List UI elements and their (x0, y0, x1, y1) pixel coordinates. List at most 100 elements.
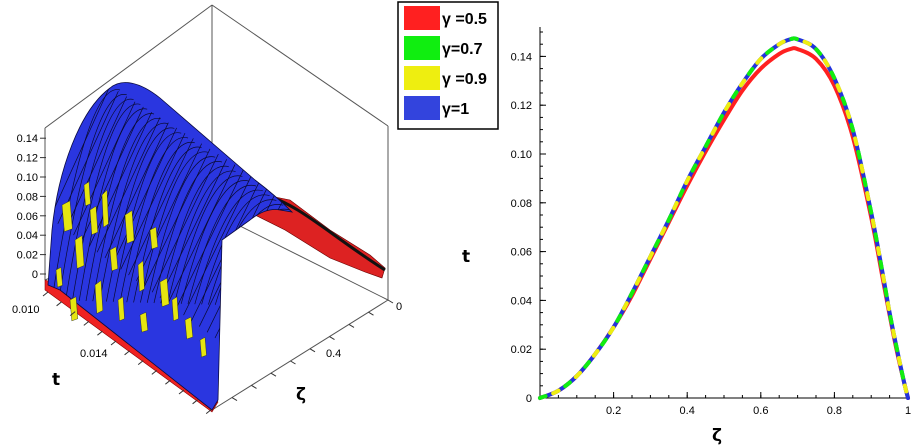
surface-mesh-line-cross-6 (96, 117, 161, 253)
surface-mesh-line-long-16 (160, 165, 229, 304)
surface-mesh-line-cross-5 (88, 112, 152, 247)
surface-mesh-line-cross-0 (49, 85, 111, 219)
surface-t-tick-1: 0.014 (80, 348, 108, 360)
surface-t-tick-0: 0.010 (12, 304, 40, 316)
line-chart: 0 0.02 0.04 0.06 0.08 0.10 0.12 0.14 0.2 0.4 0.6 0.… (462, 27, 911, 445)
surface-plot: 0 0.02 0.04 0.06 0.08 0.10 0.12 0.14 0.010 0.01… (12, 4, 402, 414)
surface-vtick-5: 0.10 (17, 172, 38, 184)
surface-t-minor-tick-1 (56, 301, 62, 307)
surface-zeta-axis-title: ζ (296, 385, 306, 405)
line-ytick-1: 0.02 (511, 344, 532, 356)
line-series-3 (538, 36, 910, 400)
line-xtick-4: 1 (905, 405, 911, 417)
line-ytick-3: 0.06 (511, 247, 532, 259)
surface-zeta-minor-tick-3 (329, 336, 335, 341)
line-xtick-1: 0.4 (680, 405, 695, 417)
legend-swatch-0 (404, 6, 440, 30)
surface-mesh-line-long-6 (92, 118, 161, 302)
surface-mesh-line-cross-16 (175, 169, 244, 310)
surface-t-minor-tick-6 (124, 350, 130, 356)
line-series-1 (538, 36, 910, 400)
surface-mesh-line-long-22 (201, 194, 270, 305)
surface-t-minor-tick-4 (97, 330, 103, 336)
surface-mesh-line-long-17 (167, 170, 236, 304)
surface-vtick-0: 0 (32, 269, 38, 281)
surface-yellow-patch-6 (137, 260, 145, 292)
surface-zeta-tick-1: 0.4 (326, 348, 341, 360)
line-ytick-5: 0.10 (511, 149, 532, 161)
line-xtick-0: 0.2 (606, 405, 621, 417)
legend: γ =0.5 γ=0.7 γ =0.9 γ=1 (397, 1, 499, 130)
surface-zeta-minor-tick-7 (251, 384, 257, 389)
surface-vtick-2: 0.04 (17, 230, 38, 242)
surface-mesh-line-long-7 (99, 122, 168, 302)
surface-t-minor-tick-12 (205, 409, 212, 414)
surface-yellow-patch-3 (101, 189, 109, 228)
surface-mesh-line-long-19 (180, 180, 250, 304)
surface-zeta-minor-tick-2 (348, 323, 355, 328)
surface-t-axis-title: t (52, 370, 60, 390)
surface-mesh-line-cross-8 (112, 127, 177, 264)
surface-blue-body (47, 82, 294, 411)
legend-swatch-1 (404, 36, 440, 60)
surface-mesh-line-long-9 (112, 132, 182, 302)
surface-yellow-patch-4 (109, 246, 119, 272)
surface-mesh-line-long-11 (126, 141, 195, 303)
legend-swatch-3 (404, 96, 440, 120)
surface-mesh-line-cross-13 (151, 153, 219, 293)
surface-vertical-axis: 0 0.02 0.04 0.06 0.08 0.10 0.12 0.14 (17, 133, 46, 281)
surface-yellow-patch-2 (89, 205, 99, 235)
surface-vtick-7: 0.14 (17, 133, 38, 145)
line-ytick-6: 0.12 (511, 100, 532, 112)
surface-mesh-line-cross-7 (104, 122, 169, 259)
line-series-0 (538, 46, 910, 400)
surface-t-minor-tick-3 (83, 321, 90, 326)
line-axes: 0 0.02 0.04 0.06 0.08 0.10 0.12 0.14 0.2 0.4 0.6 0.… (511, 27, 911, 417)
surface-mesh-line-long-0 (51, 89, 121, 301)
legend-label-3: γ=1 (442, 101, 469, 118)
surface-mesh-line-cross-17 (183, 174, 252, 316)
surface-zeta-minor-tick-8 (231, 397, 238, 402)
line-ytick-7: 0.14 (511, 51, 532, 63)
surface-mesh-line-cross-14 (159, 159, 227, 299)
legend-swatch-2 (404, 66, 440, 90)
surface-mesh-line-cross-1 (57, 91, 119, 224)
surface-t-axis (42, 291, 212, 414)
line-ytick-2: 0.04 (511, 295, 532, 307)
surface-t-minor-tick-2 (69, 311, 76, 316)
surface-yellow-patch-17 (55, 266, 63, 288)
surface-mesh-line-long-4 (78, 108, 148, 301)
surface-mesh-line-cross-12 (143, 148, 211, 287)
legend-label-0: γ =0.5 (442, 11, 487, 28)
surface-yellow-patch-10 (184, 316, 194, 340)
surface-mesh-line-cross-10 (128, 138, 194, 276)
surface-t-minor-tick-0 (42, 291, 49, 297)
surface-mesh-line-long-15 (153, 161, 223, 304)
surface-mesh-line-cross-15 (167, 164, 236, 304)
surface-t-minor-tick-9 (165, 379, 171, 385)
surface-t-minor-tick-5 (110, 340, 117, 346)
surface-t-minor-tick-11 (192, 399, 198, 405)
surface-yellow-patch-5 (124, 210, 135, 244)
line-xtick-2: 0.6 (753, 405, 768, 417)
surface-zeta-axis (231, 299, 394, 402)
surface-t-minor-tick-8 (151, 370, 158, 375)
surface-mesh-line-long-14 (146, 156, 216, 303)
line-ytick-0: 0 (526, 393, 532, 405)
surface-yellow-patch-8 (159, 277, 170, 307)
surface-vtick-6: 0.12 (17, 153, 38, 165)
surface-zeta-minor-tick-5 (290, 360, 296, 365)
line-ylabel: t (462, 247, 470, 267)
surface-mesh-line-long-5 (85, 113, 155, 302)
surface-mesh-line-long-13 (140, 151, 209, 303)
surface-zeta-minor-tick-6 (270, 372, 277, 377)
line-ytick-4: 0.08 (511, 198, 532, 210)
surface-mesh-line-cross-3 (73, 101, 136, 236)
surface-zeta-minor-tick-1 (368, 311, 374, 316)
surface-mesh-line-cross-11 (136, 143, 202, 282)
surface-mesh-line-long-23 (208, 199, 277, 305)
surface-mesh-line-cross-9 (120, 132, 186, 270)
surface-t-minor-tick-7 (137, 360, 144, 365)
surface-yellow-patch-11 (94, 280, 104, 314)
surface-zeta-tick-0: 0 (396, 301, 402, 313)
